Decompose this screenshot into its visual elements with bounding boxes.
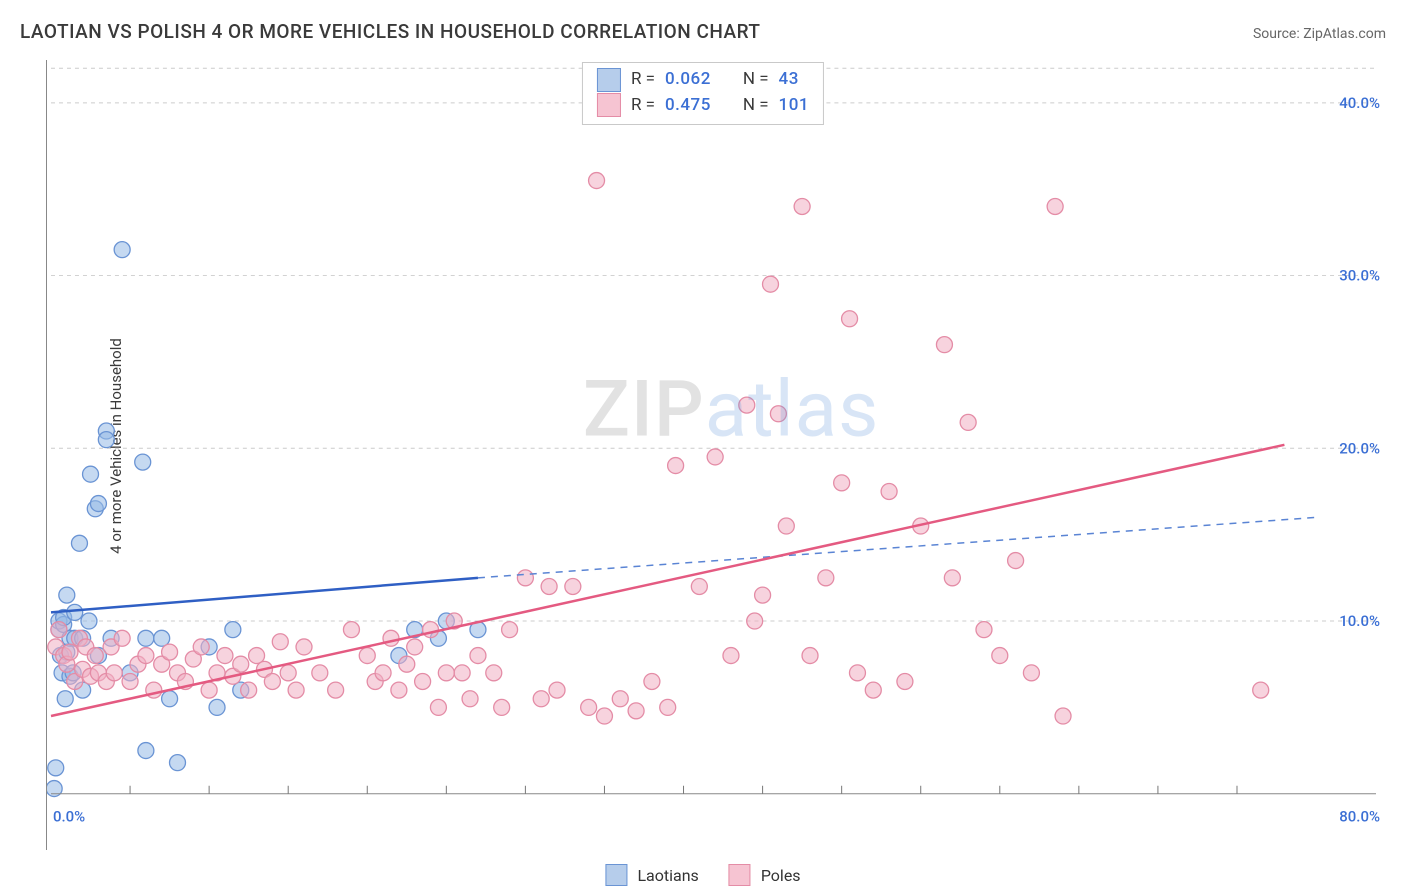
svg-text:20.0%: 20.0% [1339, 439, 1380, 457]
svg-text:40.0%: 40.0% [1339, 94, 1380, 112]
series-legend: Laotians Poles [605, 864, 800, 886]
legend-series-item: Laotians [605, 864, 698, 886]
legend-label: Laotians [637, 866, 698, 885]
svg-text:30.0%: 30.0% [1339, 267, 1380, 285]
svg-text:80.0%: 80.0% [1339, 808, 1380, 826]
scatter-chart: 10.0% 20.0% 30.0% 40.0% 0.0% 80.0% [46, 60, 1386, 850]
source-link[interactable]: ZipAtlas.com [1303, 26, 1386, 42]
chart-title: LAOTIAN VS POLISH 4 OR MORE VEHICLES IN … [20, 20, 761, 43]
correlation-legend: R =0.062N =43R =0.475N =101 [582, 62, 824, 125]
legend-label: Poles [761, 866, 801, 885]
source-attribution: Source: ZipAtlas.com [1253, 26, 1386, 42]
legend-swatch [597, 68, 621, 92]
legend-swatch [597, 93, 621, 117]
legend-series-item: Poles [729, 864, 801, 886]
legend-swatch [729, 864, 751, 886]
legend-swatch [605, 864, 627, 886]
legend-stat-row: R =0.062N =43 [597, 67, 809, 93]
legend-stat-row: R =0.475N =101 [597, 93, 809, 119]
svg-text:10.0%: 10.0% [1339, 612, 1380, 630]
chart-svg: 10.0% 20.0% 30.0% 40.0% 0.0% 80.0% [47, 60, 1386, 850]
svg-text:0.0%: 0.0% [53, 808, 85, 826]
